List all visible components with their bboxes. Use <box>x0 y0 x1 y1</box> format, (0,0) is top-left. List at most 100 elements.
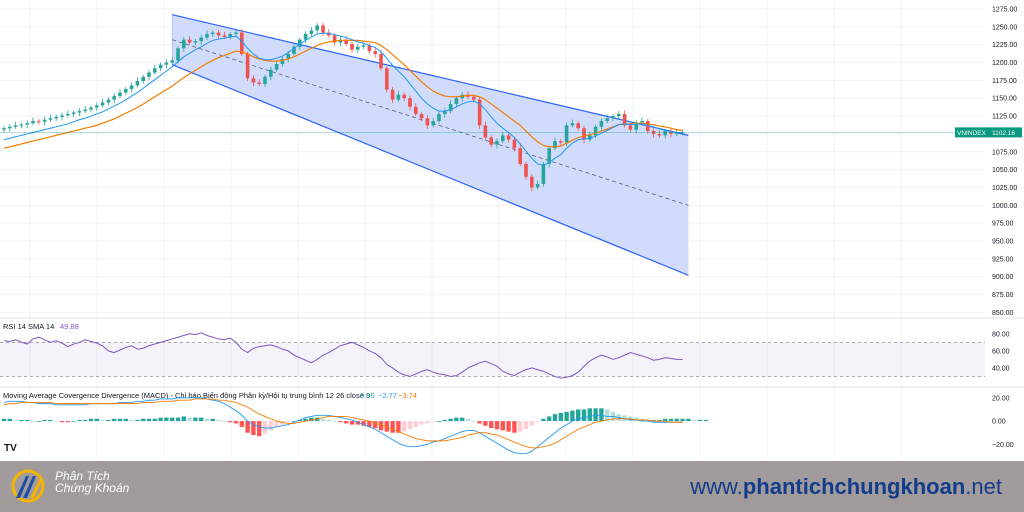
price-tick-label: 1275.00 <box>992 6 1017 13</box>
ma-fast-line <box>3 32 683 166</box>
macd-histogram-bar <box>19 419 24 422</box>
macd-histogram-bar <box>541 418 546 422</box>
macd-histogram-bar <box>692 419 697 422</box>
macd-histogram-bar <box>581 409 587 422</box>
price-tick-label: 875.00 <box>992 292 1014 299</box>
macd-histogram-bar <box>494 421 500 430</box>
price-tick-label: 1175.00 <box>992 78 1017 85</box>
candle-body <box>617 113 621 117</box>
channel-fill <box>172 14 689 276</box>
candle-body <box>582 128 586 140</box>
macd-histogram-bar <box>680 418 685 422</box>
macd-histogram-bar <box>703 419 708 422</box>
macd-histogram-bar <box>83 419 88 422</box>
macd-histogram-bar <box>65 421 70 423</box>
macd-histogram-bar <box>106 419 111 422</box>
candle-body <box>77 111 82 113</box>
candle-body <box>564 125 569 143</box>
candle-body <box>164 62 169 65</box>
macd-histogram-bar <box>477 421 482 424</box>
channel-lower-line <box>171 64 689 276</box>
candle-body <box>518 148 522 164</box>
macd-histogram-bar <box>251 421 256 436</box>
footer-banner <box>0 461 1024 512</box>
candle-body <box>193 41 198 43</box>
macd-histogram-bar <box>576 409 581 422</box>
url-prefix: www. <box>690 474 743 499</box>
site-url-link[interactable]: www.phantichchungkhoan.net <box>690 474 1002 500</box>
brand-name-line2: Chứng Khoán <box>55 481 130 495</box>
candle-body <box>547 148 551 164</box>
rsi-band <box>0 342 985 377</box>
candle-body <box>315 25 319 31</box>
macd-histogram-bar <box>390 421 395 433</box>
macd-histogram-bar <box>668 418 674 422</box>
candle-body <box>344 39 348 44</box>
candle-body <box>553 141 557 149</box>
macd-signal-value: −3.74 <box>398 391 417 400</box>
macd-histogram-bar <box>30 421 36 422</box>
price-tick-label: 900.00 <box>992 274 1014 281</box>
url-suffix: .net <box>965 474 1002 499</box>
macd-histogram-bar <box>402 421 407 432</box>
candle-body <box>8 126 12 129</box>
candle-body <box>402 94 406 99</box>
candle-body <box>570 123 575 126</box>
macd-histogram-bar <box>506 421 511 432</box>
macd-histogram-bar <box>297 419 302 422</box>
macd-histogram-bar <box>483 421 488 426</box>
macd-histogram-bar <box>431 421 436 423</box>
price-tick-label: 850.00 <box>992 310 1014 317</box>
macd-histogram-bar <box>112 418 117 422</box>
macd-histogram-bar <box>587 408 592 422</box>
candle-body <box>31 121 35 124</box>
candle-body <box>100 102 105 106</box>
macd-histogram-bar <box>268 421 273 431</box>
price-axis: 1275.00 1250.00 1225.00 1200.00 1175.00 1150.… <box>0 6 1022 317</box>
candle-body <box>501 135 505 142</box>
symbol-label: VNINDEX <box>957 130 987 137</box>
candle-body <box>298 39 302 47</box>
macd-histogram-bar <box>512 421 517 433</box>
regression-channel[interactable] <box>171 14 689 276</box>
candle-body <box>251 78 256 83</box>
candle-body <box>356 46 360 50</box>
last-price-label: 1102.16 <box>992 130 1015 137</box>
candle-body <box>141 76 145 82</box>
chart-canvas[interactable]: 1275.00 1250.00 1225.00 1200.00 1175.00 1150.… <box>0 0 1024 461</box>
macd-histogram-bar <box>129 419 134 422</box>
tradingview-logo[interactable]: TV <box>4 443 17 454</box>
macd-histogram-bar <box>315 417 320 422</box>
macd-histogram-bar <box>686 418 691 422</box>
candle-body <box>211 32 215 34</box>
macd-histogram-bar <box>338 421 343 423</box>
candle-body <box>112 96 116 100</box>
macd-histogram-bar <box>465 418 471 422</box>
candle-body <box>640 121 644 123</box>
macd-histogram-bar <box>141 418 146 422</box>
moving-averages <box>3 32 683 166</box>
symbol-label-bg <box>955 127 991 138</box>
candle-body <box>576 123 580 129</box>
macd-histogram-bar <box>593 408 598 422</box>
macd-histogram-bar <box>303 418 308 422</box>
macd-histogram-bar <box>378 421 384 431</box>
candle-body <box>524 163 528 177</box>
macd-pane: 20.00 0.00 −20.00 <box>1 395 1014 455</box>
candle-body <box>222 35 227 37</box>
candle-body <box>535 183 540 188</box>
macd-histogram-bar <box>605 409 610 422</box>
macd-histogram-bar <box>59 421 65 423</box>
channel-upper-line <box>172 14 689 136</box>
candle-body <box>48 118 53 120</box>
price-tick-label: 1075.00 <box>992 149 1017 156</box>
candle-body <box>42 119 47 122</box>
macd-histogram-bar <box>239 421 244 427</box>
candle-body <box>663 131 667 136</box>
candle-body <box>332 35 337 43</box>
candle-body <box>419 113 424 119</box>
candle-body <box>170 60 174 63</box>
candle-body <box>19 124 24 126</box>
rsi-pane: 80.00 60.00 40.00 <box>0 331 1010 379</box>
candle-body <box>199 37 203 42</box>
